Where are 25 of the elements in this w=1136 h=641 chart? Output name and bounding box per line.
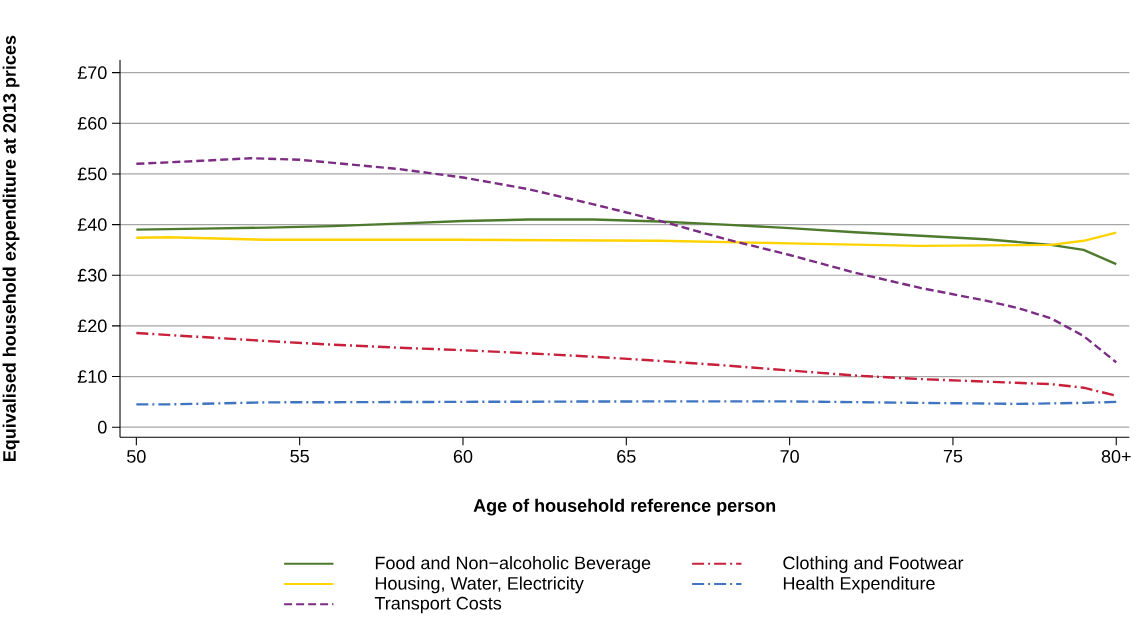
y-tick-label: £30 bbox=[77, 268, 107, 282]
x-tick-label: 75 bbox=[943, 449, 963, 463]
y-tick-label: £40 bbox=[77, 218, 107, 231]
line-series bbox=[135, 218, 1118, 266]
x-tick-label: 80+ bbox=[1101, 449, 1131, 463]
legend-label: Transport Costs bbox=[374, 596, 502, 614]
x-tick-label: 55 bbox=[290, 449, 309, 463]
y-tick-label: £10 bbox=[77, 370, 107, 383]
legend-label: Clothing and Footwear bbox=[783, 555, 964, 573]
legend-label: Housing, Water, Electricity bbox=[375, 576, 584, 594]
y-tick-label: £50 bbox=[77, 167, 107, 181]
x-tick-label: 70 bbox=[780, 449, 799, 463]
line-series bbox=[135, 231, 1118, 247]
legend-label: Health Expenditure bbox=[783, 576, 935, 594]
line-series bbox=[135, 156, 1118, 364]
x-tick-label: 65 bbox=[617, 449, 636, 463]
y-tick-label: £20 bbox=[77, 319, 107, 333]
y-tick-label: 0 bbox=[98, 420, 107, 434]
y-tick-label: £70 bbox=[77, 66, 107, 79]
x-tick-label: 50 bbox=[127, 449, 146, 463]
legend-label: Food and Non−alcoholic Beverage bbox=[375, 555, 651, 573]
y-tick-label: £60 bbox=[77, 116, 107, 130]
x-axis-title: Age of household reference person bbox=[473, 498, 776, 516]
y-axis-title: Equivalised household expenditure at 2013 prices bbox=[2, 35, 20, 461]
x-tick-label: 60 bbox=[453, 449, 473, 463]
